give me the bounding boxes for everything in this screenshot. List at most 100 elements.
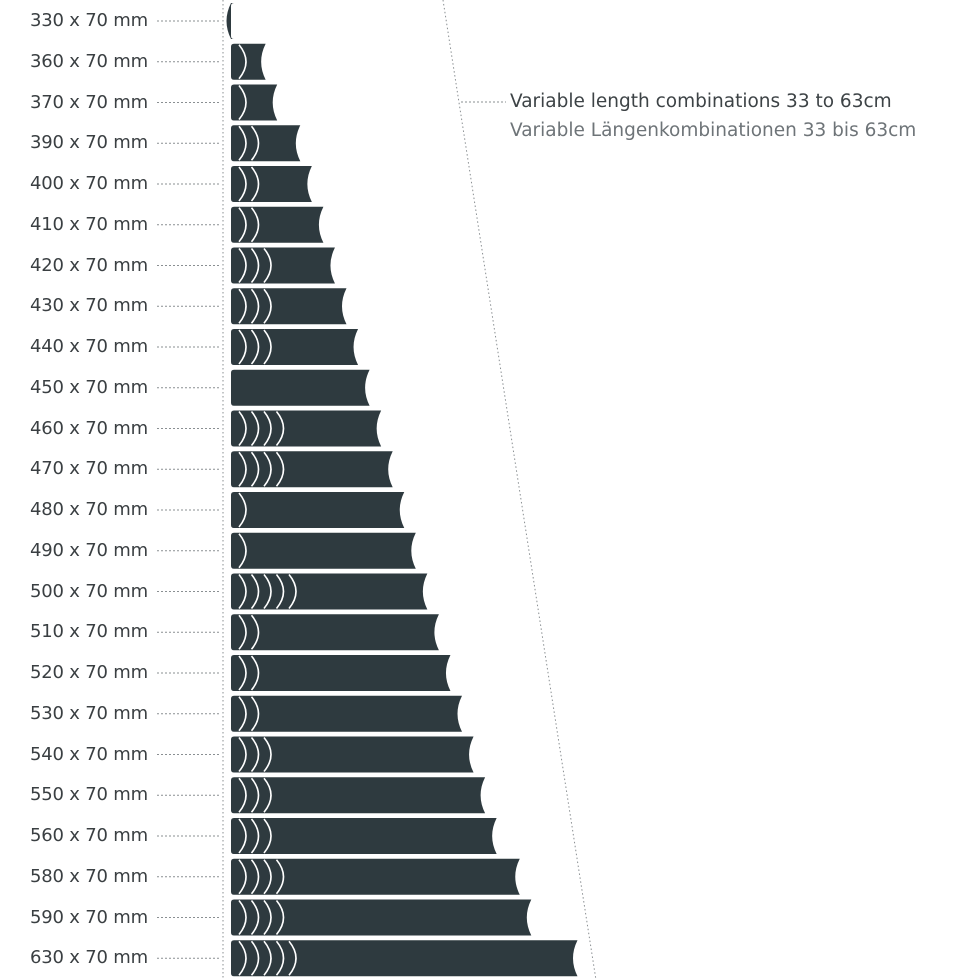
- segment-joint: [263, 736, 272, 773]
- segment-joint: [250, 125, 260, 161]
- segment-joint: [275, 859, 285, 895]
- bar: [224, 3, 234, 39]
- segment-joint: [250, 329, 260, 365]
- segment-joint: [288, 573, 297, 610]
- segment-joint: [250, 451, 260, 487]
- segment-joint: [250, 655, 260, 691]
- size-label: 420 x 70 mm: [30, 254, 148, 276]
- size-label: 440 x 70 mm: [30, 336, 148, 357]
- guide-slanted: [442, 0, 597, 980]
- segment-joint: [250, 777, 260, 813]
- segment-joint: [238, 166, 247, 202]
- segment-joint: [275, 899, 285, 936]
- segment-joint: [238, 410, 247, 447]
- segment-joint: [250, 818, 260, 854]
- segment-joint: [263, 859, 272, 895]
- size-label: 490 x 70 mm: [30, 539, 148, 561]
- segment-joint: [263, 247, 272, 284]
- callout-german: Variable Längenkombinationen 33 bis 63cm: [510, 120, 917, 141]
- segment-joint: [238, 125, 247, 161]
- bar: [231, 492, 405, 528]
- segment-joint: [263, 573, 272, 610]
- segment-joint: [250, 696, 260, 732]
- segment-joint: [250, 166, 260, 202]
- bar: [231, 614, 439, 651]
- size-label: 630 x 70 mm: [30, 947, 148, 969]
- segment-joint: [238, 818, 247, 854]
- segment-joint: [263, 410, 272, 447]
- segment-joint: [238, 247, 247, 284]
- segment-joint: [238, 777, 247, 813]
- size-label: 480 x 70 mm: [30, 499, 148, 520]
- segment-joint: [238, 288, 247, 324]
- bar: [231, 940, 578, 977]
- segment-joint: [238, 859, 247, 895]
- size-label: 450 x 70 mm: [30, 376, 148, 398]
- segment-joint: [263, 288, 272, 324]
- size-label: 430 x 70 mm: [30, 295, 148, 317]
- callout-english: Variable length combinations 33 to 63cm: [510, 91, 892, 112]
- segment-joint: [238, 207, 247, 243]
- bar: [231, 125, 301, 162]
- segment-joint: [275, 940, 285, 976]
- size-label: 330 x 70 mm: [30, 10, 148, 31]
- bar: [231, 166, 312, 202]
- size-label: 540 x 70 mm: [30, 743, 148, 765]
- size-label: 520 x 70 mm: [30, 662, 148, 683]
- bar: [231, 818, 497, 854]
- size-label: 530 x 70 mm: [30, 702, 148, 724]
- segment-joint: [275, 573, 285, 610]
- size-label: 410 x 70 mm: [30, 213, 148, 235]
- segment-joint: [263, 329, 272, 365]
- bar: [231, 43, 266, 80]
- segment-joint: [250, 859, 260, 895]
- bar: [231, 695, 462, 732]
- segment-joint: [250, 940, 260, 976]
- bar: [231, 777, 486, 814]
- segment-joint: [250, 207, 260, 243]
- segment-joint: [288, 940, 297, 976]
- segment-joint: [250, 736, 260, 773]
- segment-joint: [263, 940, 272, 976]
- segment-joint: [238, 84, 247, 121]
- segment-joint: [238, 573, 247, 610]
- size-label: 510 x 70 mm: [30, 621, 148, 643]
- size-label: 470 x 70 mm: [30, 458, 148, 480]
- size-label: 580 x 70 mm: [30, 865, 148, 887]
- segment-joint: [238, 736, 247, 773]
- segment-joint: [250, 573, 260, 610]
- bar: [231, 736, 474, 773]
- segment-joint: [238, 940, 247, 976]
- segment-joint: [250, 614, 260, 650]
- size-label: 360 x 70 mm: [30, 50, 148, 72]
- segment-joint: [250, 410, 260, 447]
- segment-joint: [238, 451, 247, 487]
- size-label: 390 x 70 mm: [30, 132, 148, 154]
- bar: [231, 329, 359, 365]
- bar: [231, 655, 451, 691]
- segment-joint: [263, 777, 272, 813]
- size-label: 460 x 70 mm: [30, 417, 148, 439]
- bar: [231, 899, 532, 936]
- bar: [231, 573, 428, 610]
- size-label: 550 x 70 mm: [30, 784, 148, 806]
- segment-joint: [250, 288, 260, 324]
- bar: [231, 858, 520, 895]
- segment-joint: [238, 533, 247, 569]
- size-label: 560 x 70 mm: [30, 825, 148, 846]
- segment-joint: [238, 899, 247, 936]
- bar: [231, 84, 278, 121]
- segment-joint: [250, 899, 260, 936]
- bar: [231, 532, 416, 569]
- bar: [231, 288, 347, 325]
- size-label: 590 x 70 mm: [30, 906, 148, 928]
- segment-joint: [263, 818, 272, 854]
- size-label: 500 x 70 mm: [30, 580, 148, 602]
- bar: [231, 451, 393, 488]
- segment-joint: [238, 696, 247, 732]
- segment-joint: [238, 44, 247, 80]
- size-label: 400 x 70 mm: [30, 173, 148, 194]
- bar: [231, 369, 370, 406]
- segment-joint: [238, 492, 247, 528]
